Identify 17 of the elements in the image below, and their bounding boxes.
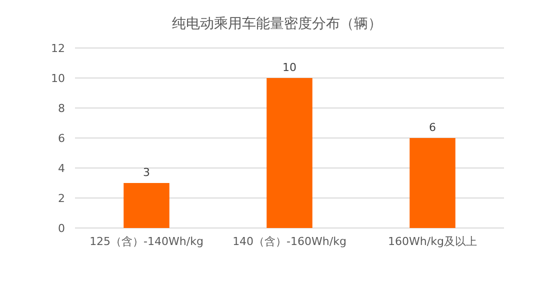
y-tick-label: 12 (51, 42, 65, 55)
data-label: 6 (429, 121, 436, 134)
y-tick-label: 10 (51, 72, 65, 85)
y-tick-label: 2 (58, 192, 65, 205)
y-tick-label: 8 (58, 102, 65, 115)
y-tick-label: 6 (58, 132, 65, 145)
data-label: 10 (282, 61, 296, 74)
x-tick-label: 160Wh/kg及以上 (388, 235, 477, 248)
y-tick-label: 4 (58, 162, 65, 175)
y-tick-label: 0 (58, 222, 65, 235)
bar (410, 138, 456, 228)
bar (124, 183, 170, 228)
bar (266, 78, 312, 228)
x-tick-label: 140（含）-160Wh/kg (232, 235, 346, 248)
data-label: 3 (143, 166, 150, 179)
x-tick-label: 125（含）-140Wh/kg (90, 235, 204, 248)
chart-title: 纯电动乘用车能量密度分布（辆） (172, 16, 382, 32)
